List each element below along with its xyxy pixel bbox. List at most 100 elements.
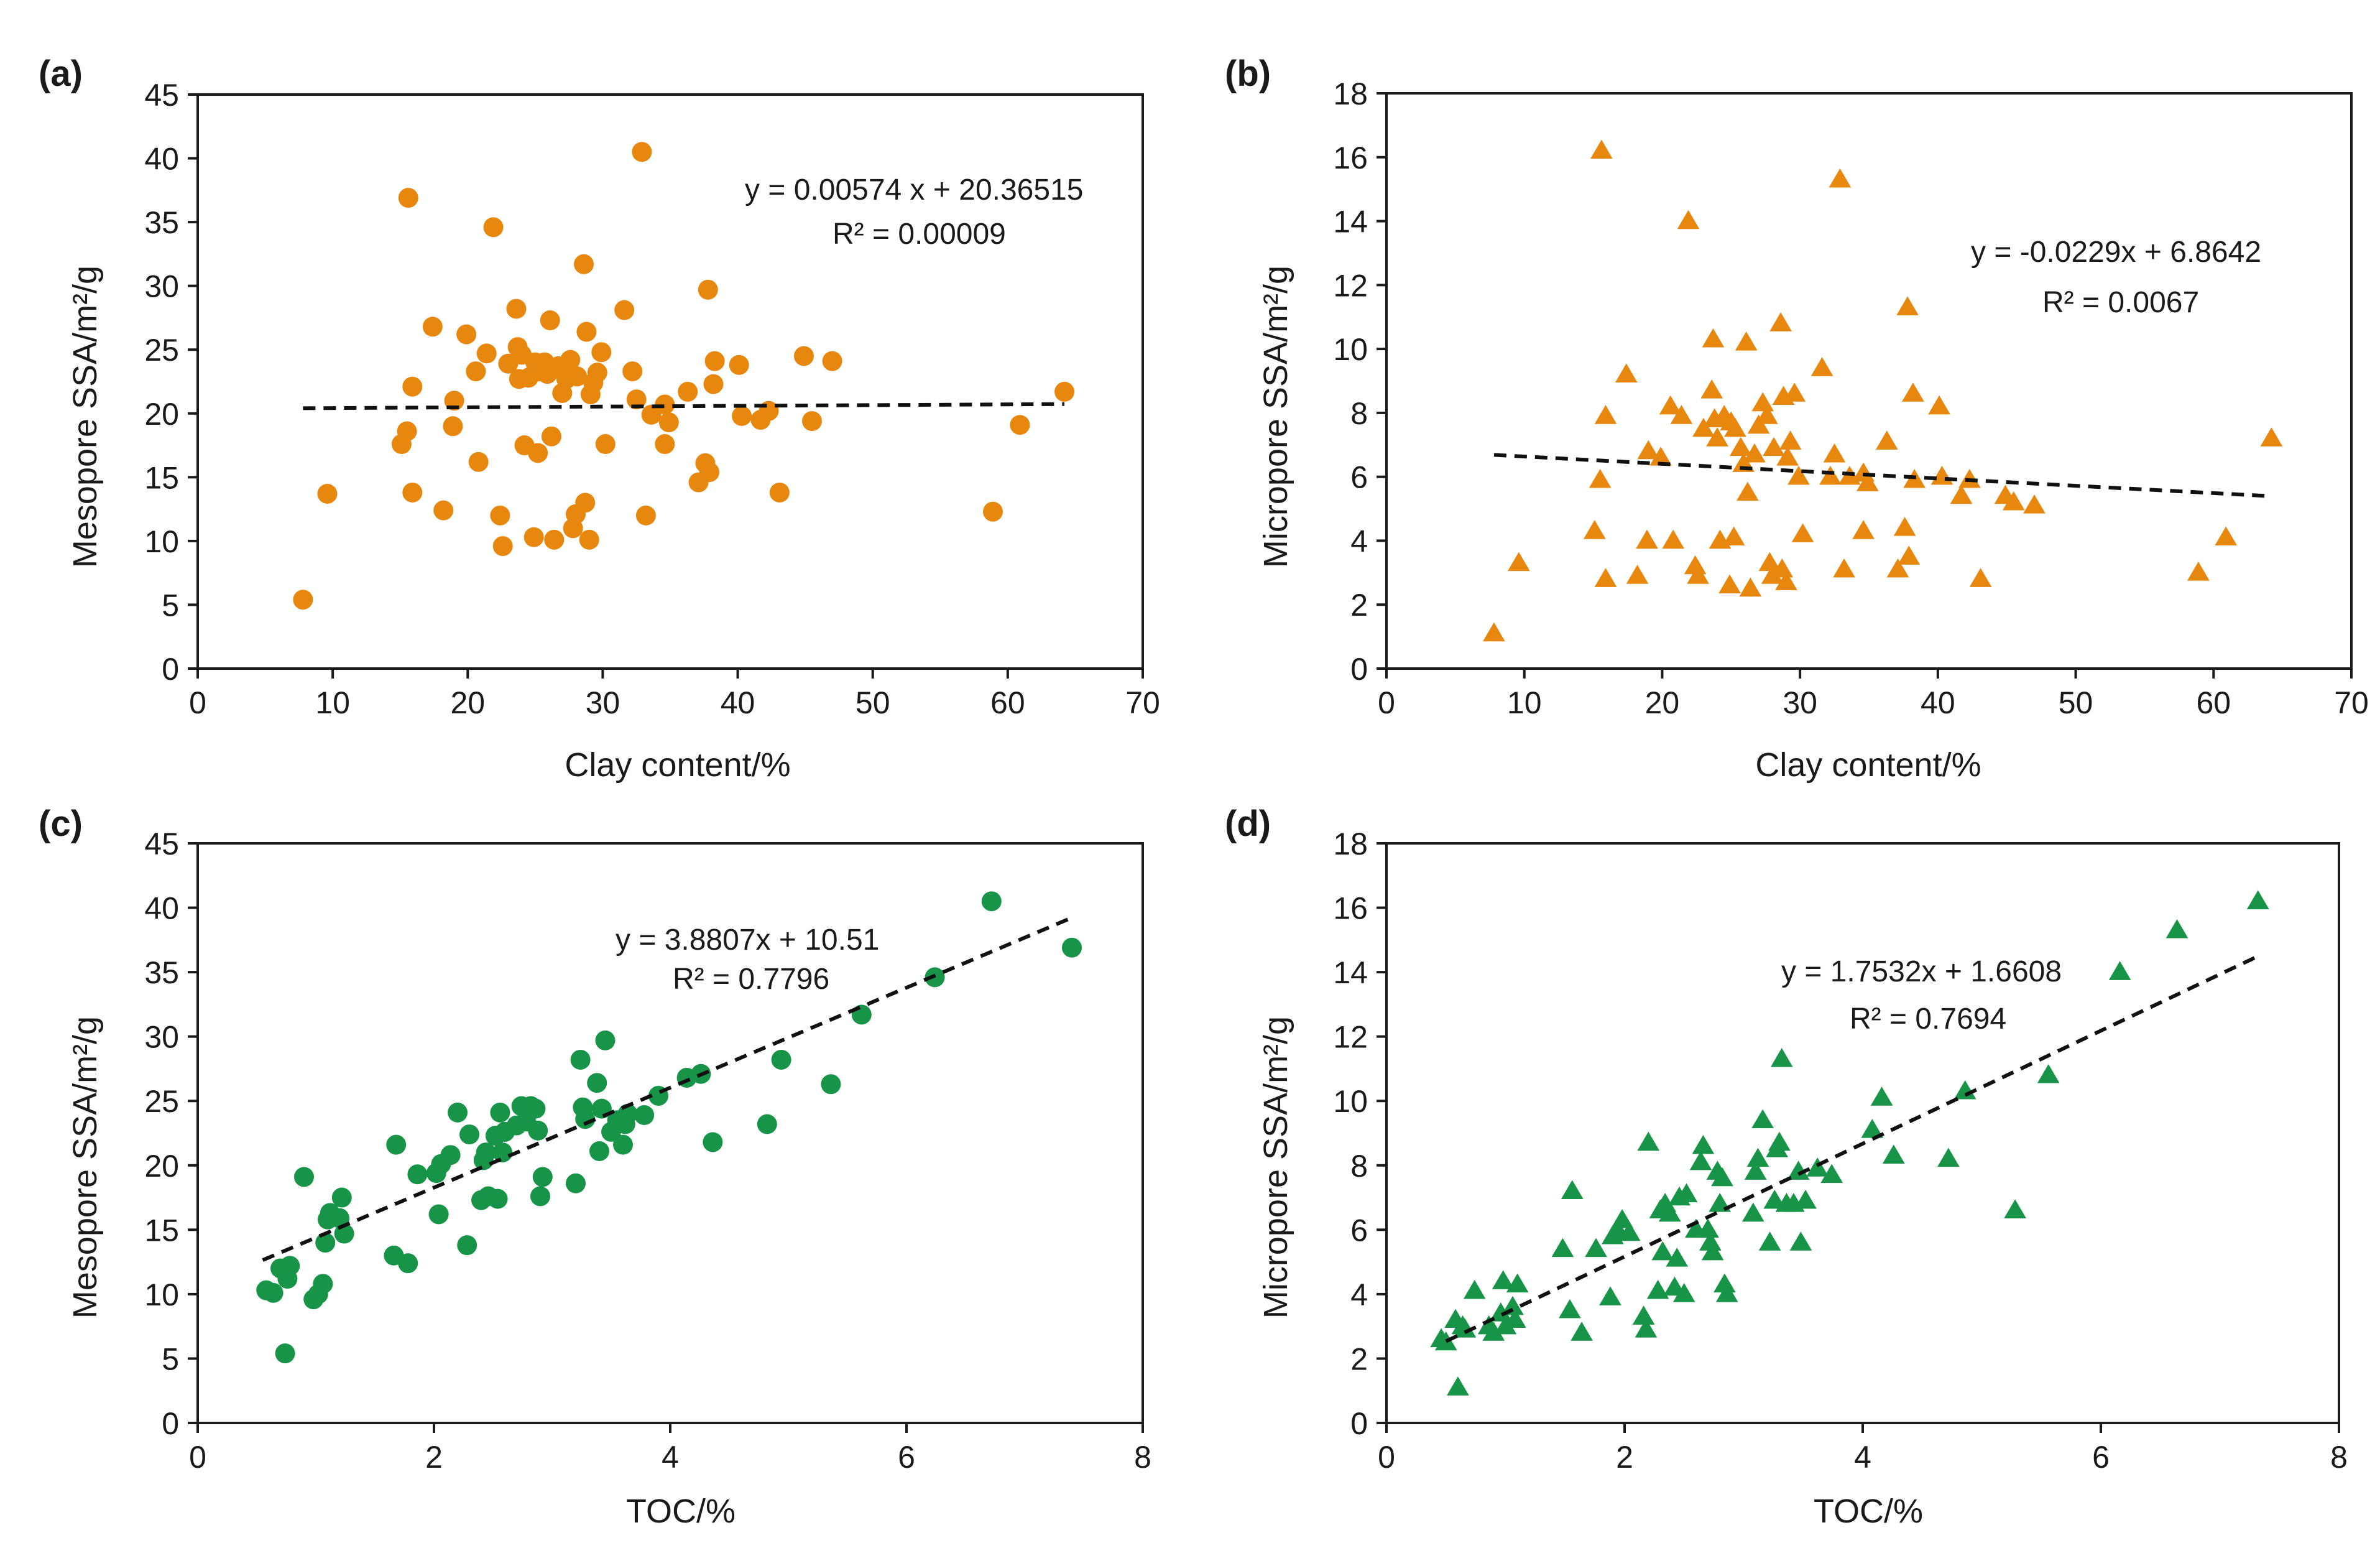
data-point — [525, 1098, 546, 1119]
y-tick-label: 5 — [162, 1341, 179, 1376]
data-point — [397, 421, 417, 442]
y-tick-label: 30 — [144, 269, 179, 304]
data-point — [595, 1030, 616, 1050]
data-point — [576, 322, 597, 342]
data-point — [1741, 1202, 1764, 1222]
y-tick-label: 10 — [144, 1277, 179, 1312]
data-point — [1789, 1231, 1812, 1251]
data-point — [1776, 446, 1799, 466]
y-tick-label: 14 — [1333, 205, 1368, 239]
x-axis-title-a: Clay content/% — [565, 746, 790, 784]
data-point — [1636, 529, 1658, 549]
data-point — [1585, 1238, 1607, 1258]
data-point — [1646, 1279, 1669, 1299]
x-tick-label: 20 — [450, 685, 485, 720]
data-point — [1783, 382, 1806, 402]
data-point — [632, 142, 652, 162]
data-point — [2246, 890, 2269, 909]
data-point — [386, 1134, 407, 1155]
data-point — [313, 1274, 333, 1294]
y-tick-label: 12 — [1333, 1020, 1368, 1055]
plot-frame-d — [1385, 842, 2340, 1424]
data-point — [1771, 558, 1794, 578]
y-tick-label: 5 — [162, 588, 179, 623]
data-point — [2023, 494, 2046, 514]
data-point — [2004, 1199, 2026, 1219]
data-point — [981, 891, 1002, 912]
y-tick-label: 18 — [1333, 76, 1368, 111]
data-point — [1494, 1315, 1517, 1335]
data-point — [1715, 1283, 1738, 1302]
panel-c: (c) 0 2 4 6 8 0 5 10 15 20 25 30 35 40 45 y = 3.8807x … — [39, 804, 1151, 1530]
data-point — [1684, 555, 1707, 575]
data-point — [1677, 210, 1700, 229]
data-point — [490, 1102, 510, 1123]
data-point — [1768, 1131, 1791, 1151]
data-point — [1898, 545, 1921, 565]
data-point — [398, 188, 418, 208]
data-point — [524, 527, 544, 547]
data-point — [635, 505, 656, 526]
x-tick-label: 30 — [1783, 685, 1817, 720]
data-point — [402, 376, 423, 397]
y-tick-label: 20 — [144, 1149, 179, 1184]
data-point — [1482, 1322, 1505, 1341]
data-point — [1751, 1109, 1774, 1129]
data-point — [440, 1145, 461, 1165]
y-tick-label: 25 — [144, 1084, 179, 1119]
data-point — [613, 1134, 633, 1155]
data-point — [655, 434, 675, 455]
data-point — [1969, 568, 1992, 587]
x-tick-label: 4 — [662, 1440, 679, 1475]
y-tick-label: 35 — [144, 955, 179, 990]
data-point — [1706, 427, 1728, 447]
x-tick-label: 60 — [2196, 685, 2231, 720]
y-tick-label: 6 — [1350, 460, 1368, 495]
data-point — [655, 394, 675, 415]
y-axis-title-c: Mesopore SSA/m²/g — [67, 1016, 104, 1318]
data-point — [1791, 523, 1814, 542]
data-point — [530, 1186, 550, 1207]
data-point — [1611, 1208, 1634, 1228]
x-tick-label: 70 — [2334, 685, 2369, 720]
panel-label-b: (b) — [1225, 53, 1271, 94]
data-point — [769, 482, 790, 503]
y-tick-label: 0 — [1350, 1406, 1368, 1441]
y-tick-label: 10 — [1333, 1084, 1368, 1119]
data-point — [1062, 937, 1082, 958]
data-point — [1463, 1279, 1486, 1299]
data-point — [487, 1189, 508, 1209]
data-point — [448, 1102, 468, 1123]
data-point — [398, 1253, 418, 1274]
data-point — [1718, 574, 1741, 594]
data-point — [1758, 552, 1781, 572]
y-tick-label: 25 — [144, 333, 179, 368]
x-tick-label: 50 — [2059, 685, 2093, 720]
data-point — [560, 350, 581, 370]
data-point — [1483, 622, 1505, 642]
x-tick-label: 0 — [1378, 1440, 1395, 1475]
data-point — [457, 1235, 477, 1256]
y-tick-label: 45 — [144, 78, 179, 113]
y-tick-label: 18 — [1333, 827, 1368, 861]
data-point — [1626, 565, 1649, 584]
data-point — [1670, 405, 1693, 424]
data-point — [1737, 481, 1759, 501]
y-tick-label: 40 — [144, 891, 179, 926]
data-point — [1637, 1131, 1660, 1151]
data-point — [587, 1073, 607, 1093]
data-point — [1662, 529, 1685, 549]
y-tick-label: 15 — [144, 460, 179, 495]
equation-a: y = 0.00574 x + 20.36515 — [745, 174, 1083, 206]
panel-label-a: (a) — [39, 53, 83, 94]
data-point — [1659, 395, 1682, 415]
x-tick-label: 0 — [1378, 685, 1395, 720]
data-point — [1618, 1221, 1641, 1241]
data-point — [1507, 552, 1530, 572]
data-point — [1635, 1318, 1658, 1338]
data-point — [1632, 1305, 1655, 1325]
data-point — [1763, 437, 1785, 456]
data-point — [468, 452, 489, 472]
data-point — [1666, 1248, 1689, 1267]
